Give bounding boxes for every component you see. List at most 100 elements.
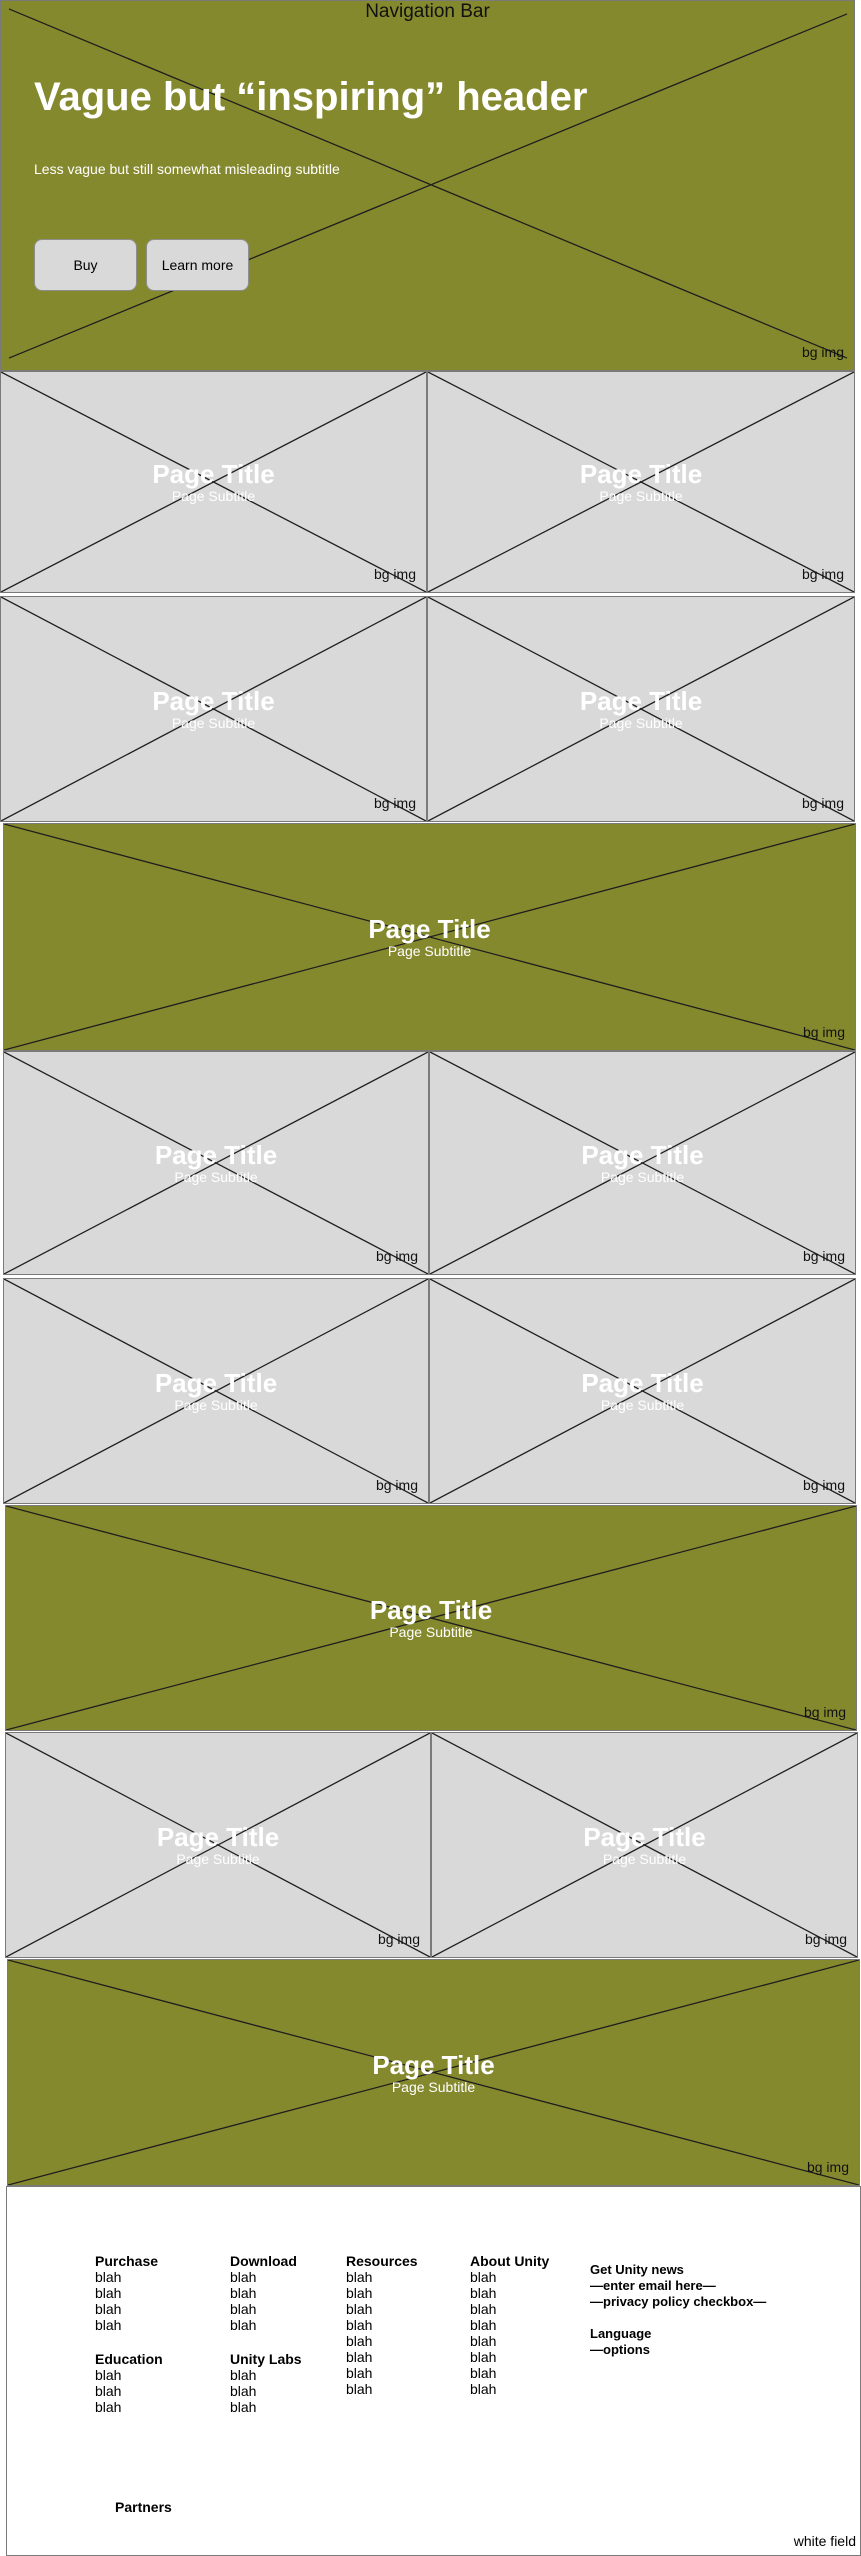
page-tile[interactable]: Page Title Page Subtitle bg img [427, 371, 855, 593]
footer-link[interactable]: blah [95, 2317, 122, 2333]
footer-link[interactable]: blah [470, 2333, 497, 2349]
page-subtitle: Page Subtitle [176, 1851, 260, 1867]
page-title: Page Title [368, 914, 491, 944]
bg-img-label: bg img [377, 1931, 420, 1947]
white-field-label: white field [793, 2533, 856, 2549]
page-subtitle: Page Subtitle [599, 488, 683, 504]
footer-link[interactable]: blah [346, 2269, 373, 2285]
page-subtitle: Page Subtitle [602, 1851, 687, 1867]
footer-link[interactable]: blah [346, 2365, 373, 2381]
page-subtitle: Page Subtitle [600, 1169, 685, 1185]
page-subtitle: Page Subtitle [171, 488, 256, 504]
footer-link[interactable]: blah [470, 2301, 497, 2317]
footer-link[interactable]: blah [346, 2317, 373, 2333]
page-title: Page Title [581, 1140, 704, 1170]
footer-link[interactable]: blah [95, 2383, 122, 2399]
page-tile[interactable]: Page Title Page Subtitle bg img [427, 596, 855, 822]
buy-button[interactable]: Buy [34, 239, 137, 291]
footer-link[interactable]: blah [470, 2285, 497, 2301]
footer-link[interactable]: blah [230, 2301, 257, 2317]
page-title: Page Title [156, 1822, 280, 1852]
page-title: Page Title [154, 1140, 278, 1170]
footer-link[interactable]: blah [230, 2317, 257, 2333]
footer-column-unity-labs: Unity Labs blah blah blah [230, 2351, 302, 2415]
page-subtitle: Page Subtitle [174, 1397, 258, 1413]
footer: Purchase blah blah blah blah Download bl… [6, 2186, 861, 2556]
footer-link[interactable]: blah [95, 2269, 122, 2285]
hero-bg-image-placeholder [8, 8, 848, 359]
page-title: Page Title [369, 1595, 493, 1625]
footer-column-purchase: Purchase blah blah blah blah [95, 2253, 158, 2333]
footer-column-education: Education blah blah blah [95, 2351, 163, 2415]
page-tile[interactable]: Page Title Page Subtitle bg img [3, 1051, 429, 1275]
partners-heading: Partners [115, 2499, 172, 2515]
footer-link[interactable]: blah [230, 2285, 257, 2301]
footer-link[interactable]: blah [230, 2399, 257, 2415]
footer-column-heading: Unity Labs [230, 2351, 302, 2367]
bg-img-label: bg img [802, 1024, 845, 1040]
footer-column-heading: Education [95, 2351, 163, 2367]
newsletter-block: Get Unity news —enter email here— —priva… [590, 2262, 766, 2358]
page-subtitle: Page Subtitle [171, 715, 256, 731]
footer-link[interactable]: blah [346, 2285, 373, 2301]
page-tile[interactable]: Page Title Page Subtitle bg img [3, 1278, 429, 1504]
page-tile[interactable]: Page Title Page Subtitle bg img [431, 1732, 858, 1958]
footer-column-download: Download blah blah blah blah [230, 2253, 297, 2333]
footer-link[interactable]: blah [95, 2285, 122, 2301]
page-title: Page Title [152, 459, 275, 489]
bg-img-label: bg img [375, 1248, 418, 1264]
footer-link[interactable]: blah [346, 2349, 373, 2365]
footer-link[interactable]: blah [470, 2269, 497, 2285]
page-subtitle: Page Subtitle [599, 715, 683, 731]
footer-link[interactable]: blah [95, 2399, 122, 2415]
language-options[interactable]: —options [590, 2342, 650, 2357]
page-subtitle: Page Subtitle [600, 1397, 685, 1413]
page-tile-wide[interactable]: Page Title Page Subtitle bg img [7, 1959, 860, 2186]
footer-link[interactable]: blah [470, 2349, 497, 2365]
page-subtitle: Page Subtitle [389, 1624, 473, 1640]
hero-title: Vague but “inspiring” header [34, 75, 588, 119]
navigation-bar[interactable]: Navigation Bar [365, 1, 490, 22]
footer-link[interactable]: blah [230, 2383, 257, 2399]
page-title: Page Title [579, 459, 703, 489]
bg-img-label: bg img [801, 566, 844, 582]
page-tile[interactable]: Page Title Page Subtitle bg img [0, 596, 427, 822]
bg-img-label: bg img [802, 1248, 845, 1264]
bg-img-label: bg img [801, 344, 844, 360]
newsletter-email-field[interactable]: —enter email here— [590, 2278, 716, 2293]
bg-img-label: bg img [375, 1477, 418, 1493]
page-tile-wide[interactable]: Page Title Page Subtitle bg img [3, 823, 856, 1051]
footer-link[interactable]: blah [470, 2365, 497, 2381]
bg-img-label: bg img [802, 1477, 845, 1493]
page-tile[interactable]: Page Title Page Subtitle bg img [0, 371, 427, 593]
page-tile-wide[interactable]: Page Title Page Subtitle bg img [5, 1505, 857, 1731]
footer-column-resources: Resources blah blah blah blah blah blah … [346, 2253, 418, 2397]
footer-link[interactable]: blah [346, 2333, 373, 2349]
privacy-policy-checkbox[interactable]: —privacy policy checkbox— [590, 2294, 767, 2309]
footer-link[interactable]: blah [470, 2381, 497, 2397]
page-title: Page Title [372, 2049, 495, 2080]
footer-link[interactable]: blah [346, 2381, 373, 2397]
page-subtitle: Page Subtitle [387, 943, 472, 959]
page-tile[interactable]: Page Title Page Subtitle bg img [429, 1278, 856, 1504]
bg-img-label: bg img [803, 1704, 846, 1720]
learn-more-button[interactable]: Learn more [146, 239, 249, 291]
footer-column-heading: Purchase [95, 2253, 159, 2269]
footer-link[interactable]: blah [95, 2301, 122, 2317]
footer-link[interactable]: blah [346, 2301, 373, 2317]
newsletter-title: Get Unity news [590, 2262, 684, 2277]
footer-column-heading: About Unity [470, 2253, 550, 2269]
footer-link[interactable]: blah [470, 2317, 497, 2333]
page-tile[interactable]: Page Title Page Subtitle bg img [429, 1051, 856, 1275]
language-title: Language [590, 2326, 652, 2341]
page-title: Page Title [154, 1368, 278, 1398]
page-title: Page Title [579, 686, 703, 716]
footer-column-heading: Resources [346, 2253, 418, 2269]
footer-link[interactable]: blah [230, 2367, 257, 2383]
footer-link[interactable]: blah [95, 2367, 122, 2383]
bg-img-label: bg img [801, 795, 844, 811]
page-title: Page Title [152, 686, 275, 716]
page-subtitle: Page Subtitle [391, 2078, 476, 2095]
page-tile[interactable]: Page Title Page Subtitle bg img [5, 1732, 431, 1958]
footer-link[interactable]: blah [230, 2269, 257, 2285]
